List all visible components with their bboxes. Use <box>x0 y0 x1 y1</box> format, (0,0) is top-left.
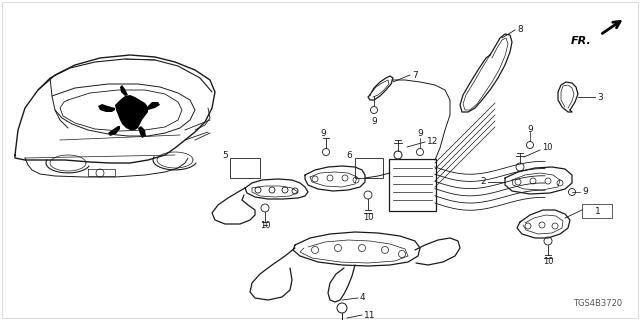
Text: 1: 1 <box>595 206 601 215</box>
Text: 9: 9 <box>527 124 533 133</box>
Text: 6: 6 <box>346 150 352 159</box>
Text: 11: 11 <box>364 310 376 319</box>
Text: 9: 9 <box>582 188 588 196</box>
Text: 4: 4 <box>360 292 365 301</box>
Text: 7: 7 <box>412 70 418 79</box>
Polygon shape <box>115 95 148 130</box>
Text: 10: 10 <box>542 143 552 153</box>
Text: 9: 9 <box>417 130 423 139</box>
Text: FR.: FR. <box>572 36 592 46</box>
Text: 3: 3 <box>597 92 603 101</box>
Polygon shape <box>138 126 146 138</box>
Text: 5: 5 <box>222 150 228 159</box>
Text: 10: 10 <box>260 221 270 230</box>
Text: 10: 10 <box>543 258 553 267</box>
Text: 9: 9 <box>371 117 377 126</box>
Text: 10: 10 <box>363 212 373 221</box>
Polygon shape <box>108 126 120 136</box>
Polygon shape <box>148 102 160 110</box>
Text: TGS4B3720: TGS4B3720 <box>573 299 622 308</box>
Polygon shape <box>120 106 138 120</box>
Text: 8: 8 <box>517 26 523 35</box>
Text: 12: 12 <box>427 138 438 147</box>
Polygon shape <box>98 104 115 112</box>
Polygon shape <box>120 85 128 96</box>
Text: 9: 9 <box>320 129 326 138</box>
Text: 2: 2 <box>481 178 486 187</box>
